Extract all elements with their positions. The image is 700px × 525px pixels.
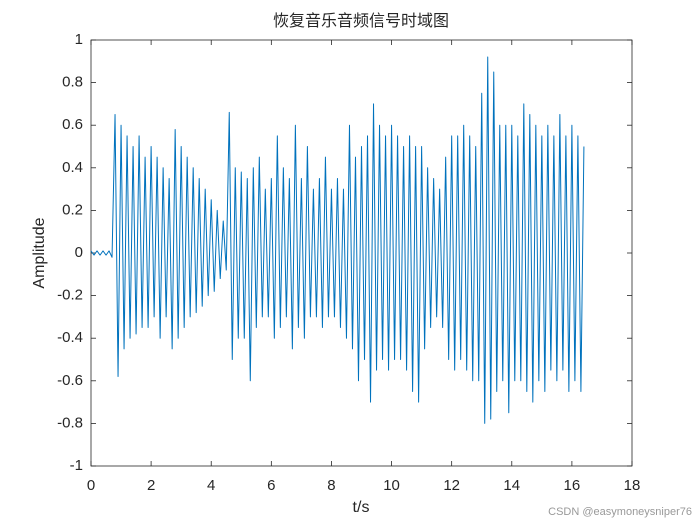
x-tick-label: 8: [327, 477, 335, 494]
chart-title: 恢复音乐音频信号时域图: [273, 12, 449, 30]
y-tick-label: 0.4: [62, 159, 83, 176]
y-tick-label: -1: [70, 457, 83, 474]
x-tick-label: 10: [383, 477, 400, 494]
x-tick-label: 18: [624, 477, 641, 494]
x-tick-label: 12: [443, 477, 460, 494]
watermark: CSDN @easymoneysniper76: [548, 506, 692, 518]
y-tick-label: -0.6: [57, 372, 83, 389]
x-axis-label: t/s: [353, 499, 370, 516]
x-tick-label: 16: [564, 477, 581, 494]
y-tick-label: -0.2: [57, 287, 83, 304]
x-tick-label: 2: [147, 477, 155, 494]
y-tick-label: 0: [75, 244, 83, 261]
x-tick-label: 4: [207, 477, 215, 494]
waveform-line: [90, 56, 585, 424]
y-tick-label: 1: [75, 31, 83, 48]
y-tick-label: 0.2: [62, 201, 83, 218]
x-tick-label: 0: [87, 477, 95, 494]
y-tick-label: -0.8: [57, 414, 83, 431]
x-tick-label: 14: [503, 477, 520, 494]
y-tick-label: 0.8: [62, 74, 83, 91]
x-tick-label: 6: [267, 477, 275, 494]
y-tick-label: -0.4: [57, 329, 83, 346]
y-tick-label: 0.6: [62, 116, 83, 133]
y-axis-label: Amplitude: [31, 217, 48, 288]
